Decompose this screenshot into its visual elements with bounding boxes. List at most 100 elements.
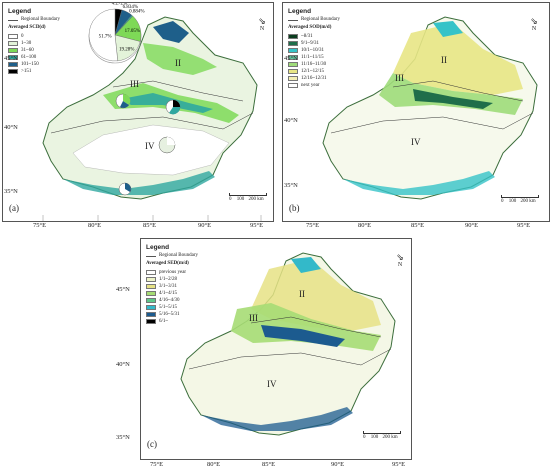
legend-item: 1/1~2/28 <box>146 276 198 283</box>
legend-item: 31~60 <box>8 47 60 54</box>
legend-c: Legend Regional Boundary Averaged SED(m/… <box>146 244 199 325</box>
lat-tick: 40°N <box>4 124 18 131</box>
north-label: N <box>531 26 537 32</box>
legend-b: Legend Regional Boundary Averaged SOD(m/… <box>288 8 340 89</box>
legend-item-label: 5/1~5/15 <box>159 304 177 310</box>
north-arrow: ⇘ N <box>527 16 541 33</box>
pie-slice-label: 6.834% <box>123 5 138 10</box>
legend-item: 12/16~12/31 <box>288 75 340 82</box>
legend-item: next year <box>288 82 340 89</box>
lon-tick: 85°E <box>143 222 157 229</box>
map-c-graphic <box>180 252 396 436</box>
lon-tick: 75°E <box>150 461 164 468</box>
legend-item-label: 11/16~11/30 <box>301 61 327 67</box>
lon-tick: 75°E <box>306 222 320 229</box>
legend-items: ~8/31 9/1~9/31 10/1~10/31 11/1~11/15 11/16~1… <box>288 33 340 89</box>
legend-item: 5/16~5/31 <box>146 311 198 318</box>
legend-swatch <box>288 76 298 81</box>
legend-swatch <box>146 298 156 303</box>
lat-tick: 40°N <box>284 117 298 124</box>
legend-swatch <box>146 291 156 296</box>
legend-swatch <box>8 62 18 67</box>
legend-item-label: >151 <box>21 68 32 74</box>
region-label-4: IV <box>145 141 155 151</box>
pie-small-a-2 <box>165 99 181 115</box>
legend-subtitle: Averaged SCD(d) <box>8 25 46 30</box>
scale-tick-1: 100 <box>236 197 245 202</box>
legend-item-label: 4/16~4/30 <box>159 297 180 303</box>
legend-swatch <box>288 69 298 74</box>
legend-item-label: 101~150 <box>21 61 39 67</box>
legend-swatch <box>8 34 18 39</box>
legend-swatch <box>146 270 156 275</box>
legend-subtitle: Averaged SOD(m/d) <box>288 25 332 30</box>
scale-tick-2: 200 km <box>520 199 536 204</box>
legend-item-label: 4/1~4/15 <box>159 290 177 296</box>
north-arrow-icon: ⇘ <box>530 16 538 26</box>
scale-bar-line <box>501 195 539 198</box>
map-b-graphic <box>322 16 538 200</box>
boundary-label: Regional Boundary <box>21 17 61 22</box>
boundary-line-swatch <box>146 255 156 257</box>
legend-item: 3/1~3/31 <box>146 283 198 290</box>
legend-item-label: 31~60 <box>21 47 34 53</box>
region-label-4: IV <box>411 137 421 147</box>
scale-tick-2: 200 km <box>382 435 398 440</box>
region-label-2: II <box>175 58 181 68</box>
legend-item: previous year <box>146 269 198 276</box>
legend-item: >151 <box>8 68 60 75</box>
lat-tick: 40°N <box>116 361 130 368</box>
legend-item: 0 <box>8 33 60 40</box>
map-panel-b: Legend Regional Boundary Averaged SOD(m/… <box>282 2 550 222</box>
legend-swatch <box>288 62 298 67</box>
legend-item-label: ~8/31 <box>301 33 313 39</box>
legend-boundary-row: Regional Boundary <box>8 17 60 23</box>
legend-swatch <box>146 277 156 282</box>
lon-tick: 90°E <box>465 222 479 229</box>
north-arrow-icon: ⇘ <box>396 252 404 262</box>
lat-tick: 45°N <box>116 286 130 293</box>
pie-slice-label: 0.884% <box>129 9 144 14</box>
region-label-4: IV <box>267 379 277 389</box>
region-label-3: III <box>249 313 258 323</box>
legend-boundary-row: Regional Boundary <box>288 17 340 23</box>
legend-item-label: previous year <box>159 269 187 275</box>
north-arrow: ⇘ N <box>393 252 407 269</box>
legend-item: 9/1~9/31 <box>288 40 340 47</box>
legend-item-label: 0 <box>21 33 24 39</box>
north-label: N <box>259 26 265 32</box>
legend-item: 12/1~12/15 <box>288 68 340 75</box>
legend-item: 1~30 <box>8 40 60 47</box>
lon-tick: 95°E <box>250 222 264 229</box>
legend-item-label: 12/1~12/15 <box>301 68 324 74</box>
lon-tick: 80°E <box>88 222 102 229</box>
legend-swatch <box>288 55 298 60</box>
north-arrow-icon: ⇘ <box>258 16 266 26</box>
legend-swatch <box>146 319 156 324</box>
pie-slice-label: 19.28% <box>119 48 134 53</box>
legend-item-label: 6/1~ <box>159 318 169 324</box>
legend-item-label: 10/1~10/31 <box>301 47 324 53</box>
scale-tick-0: 0 <box>363 435 366 440</box>
legend-item-label: next year <box>301 82 320 88</box>
scale-bar: 0 100 200 km <box>501 195 539 204</box>
scale-tick-0: 0 <box>229 197 232 202</box>
lat-tick: 35°N <box>116 434 130 441</box>
lon-tick: 95°E <box>517 222 531 229</box>
lon-tick: 75°E <box>33 222 47 229</box>
boundary-line-swatch <box>8 19 18 21</box>
legend-a: Legend Regional Boundary Averaged SCD(d)… <box>8 8 60 75</box>
pie-slice-label: 17.05% <box>125 29 140 34</box>
legend-item: 61~100 <box>8 54 60 61</box>
legend-swatch <box>288 41 298 46</box>
pie-slice-label: 51.7% <box>99 35 112 40</box>
panel-label: (c) <box>147 439 157 449</box>
legend-swatch <box>8 69 18 74</box>
scale-bar-line <box>363 431 401 434</box>
pie-slice-label: 4.272% <box>112 3 127 6</box>
lon-tick: 90°E <box>331 461 345 468</box>
boundary-label: Regional Boundary <box>159 253 199 258</box>
lon-tick: 80°E <box>358 222 372 229</box>
lat-tick: 35°N <box>4 188 18 195</box>
legend-title: Legend <box>8 8 32 15</box>
